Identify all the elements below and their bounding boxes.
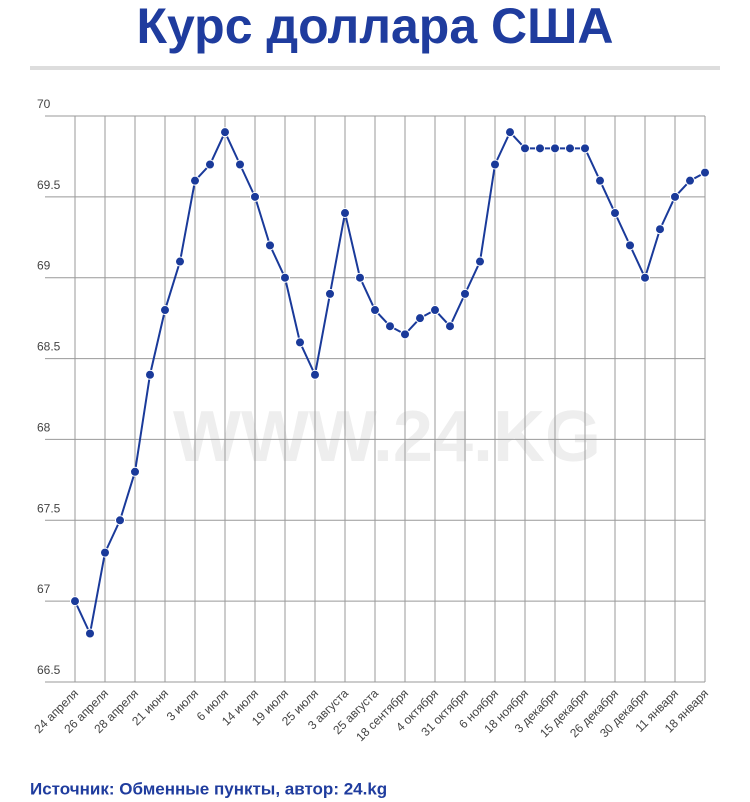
point (265, 240, 275, 251)
point (130, 466, 140, 477)
watermark: WWW.24.KG (173, 397, 601, 477)
point (490, 159, 500, 170)
point (685, 175, 695, 186)
point (370, 305, 380, 316)
point (70, 596, 80, 607)
point (175, 256, 185, 267)
point (595, 175, 605, 186)
y-tick-label: 70 (37, 97, 51, 111)
point (100, 547, 110, 558)
y-tick-label: 67 (37, 582, 51, 596)
point (520, 143, 530, 154)
point (220, 127, 230, 138)
point (310, 369, 320, 380)
point (700, 167, 710, 178)
line (74, 129, 706, 637)
point (550, 143, 560, 154)
point (580, 143, 590, 154)
point (475, 256, 485, 267)
y-tick-label: 69 (37, 259, 51, 273)
y-tick-label: 68.5 (37, 340, 61, 354)
point (250, 191, 260, 202)
point (400, 329, 410, 340)
point (625, 240, 635, 251)
point (115, 515, 125, 526)
point (355, 272, 365, 283)
point (340, 208, 350, 219)
point (655, 224, 665, 235)
point (145, 369, 155, 380)
y-tick-label: 67.5 (37, 501, 61, 515)
point (430, 305, 440, 316)
point (640, 272, 650, 283)
x-tick-label: 3 июля (164, 686, 201, 723)
y-tick-label: 68 (37, 420, 51, 434)
separator (30, 66, 720, 70)
point (385, 321, 395, 332)
point (505, 127, 515, 138)
point (415, 313, 425, 324)
y-tick-label: 66.5 (37, 663, 61, 677)
point (280, 272, 290, 283)
point (565, 143, 575, 154)
point (85, 628, 95, 639)
point (295, 337, 305, 348)
point (325, 288, 335, 299)
point (160, 305, 170, 316)
point (235, 159, 245, 170)
chart-title: Курс доллара США (137, 0, 614, 54)
y-tick-label: 69.5 (37, 178, 61, 192)
point (445, 321, 455, 332)
source: Источник: Обменные пункты, автор: 24.kg (30, 779, 387, 798)
point (205, 159, 215, 170)
point (460, 288, 470, 299)
point (610, 208, 620, 219)
point (190, 175, 200, 186)
point (670, 191, 680, 202)
point (535, 143, 545, 154)
